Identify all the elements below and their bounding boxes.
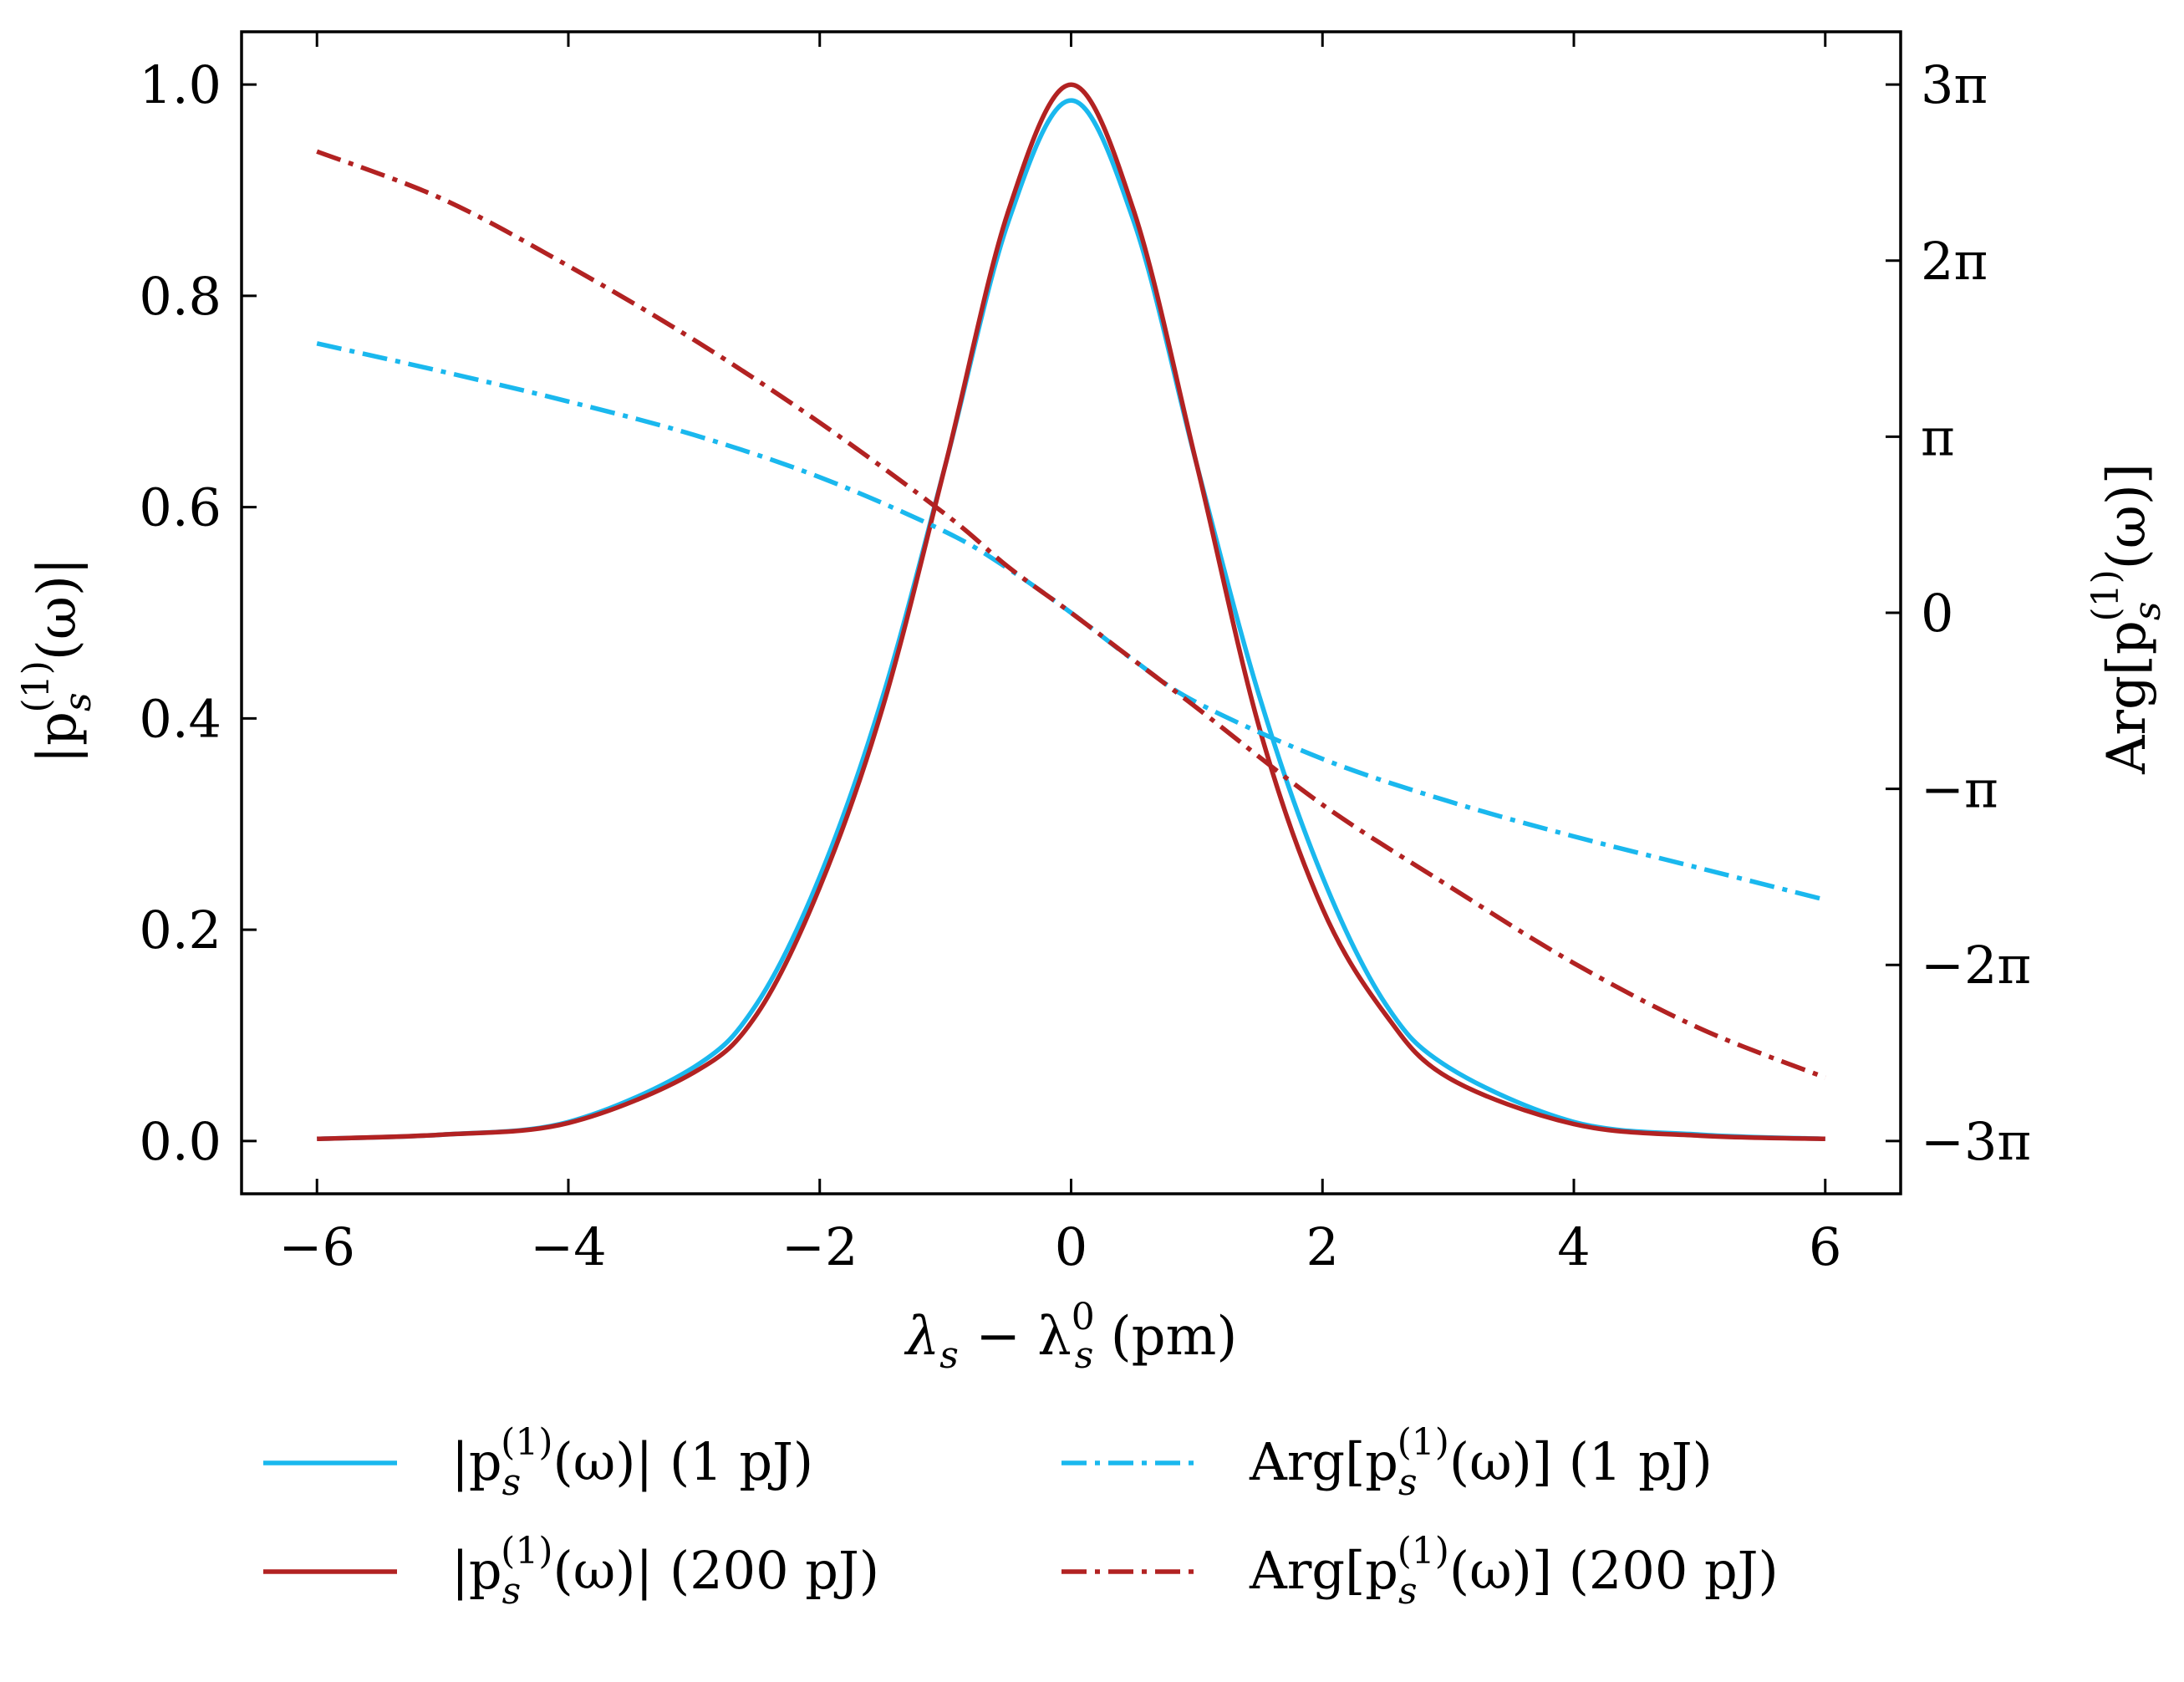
x-tick-label: 4 <box>1557 1216 1590 1277</box>
y-right-tick-label: π <box>1921 406 1955 467</box>
axes: −6 −4 −2 0 2 4 6 0.0 0.2 0.4 0.6 0.8 1.0 −3π −2π −π 0 π 2π… <box>139 30 2031 1277</box>
series-line-4 <box>316 149 1826 1080</box>
legend-label-4: Arg[ps(1)(ω)] (200 pJ) <box>1249 1530 1779 1613</box>
x-axis-title: λs − λ0 s (pm) <box>904 1296 1238 1377</box>
x-tick-label: −6 <box>279 1216 355 1277</box>
y-left-tick-label: 0.8 <box>139 266 221 327</box>
series-line-3 <box>316 341 1826 902</box>
y-axis-right-title: Arg[ps(1)(ω)] <box>2085 463 2169 775</box>
y-left-tick-label: 1.0 <box>139 54 221 115</box>
y-left-tick-label: 0.4 <box>139 688 221 749</box>
y-right-tick-label: −π <box>1921 759 1998 820</box>
legend-label-3: Arg[ps(1)(ω)] (1 pJ) <box>1249 1421 1713 1504</box>
y-left-tick-label: 0.0 <box>139 1111 221 1172</box>
y-axis-left-title: |ps(1)(ω)| <box>15 557 99 763</box>
y-right-tick-label: 0 <box>1921 583 1953 644</box>
plot-area <box>316 82 1826 1142</box>
y-right-tick-label: −3π <box>1921 1111 2031 1172</box>
x-tick-label: 2 <box>1306 1216 1339 1277</box>
x-tick-label: 6 <box>1809 1216 1841 1277</box>
legend-label-2: |ps(1)(ω)| (200 pJ) <box>451 1530 879 1613</box>
x-tick-label: −4 <box>530 1216 606 1277</box>
y-right-tick-label: 2π <box>1921 231 1988 292</box>
series-line-2 <box>317 82 1825 1142</box>
y-left-tick-label: 0.6 <box>139 477 221 538</box>
x-tick-label: 0 <box>1055 1216 1087 1277</box>
x-tick-label: −2 <box>781 1216 858 1277</box>
legend: |ps(1)(ω)| (1 pJ) |ps(1)(ω)| (200 pJ) Arg[… <box>263 1421 1779 1613</box>
y-left-tick-label: 0.2 <box>139 900 221 961</box>
series-line-1 <box>317 98 1825 1142</box>
legend-label-1: |ps(1)(ω)| (1 pJ) <box>451 1421 813 1504</box>
y-right-tick-label: 3π <box>1921 54 1988 115</box>
y-right-tick-label: −2π <box>1921 935 2031 996</box>
